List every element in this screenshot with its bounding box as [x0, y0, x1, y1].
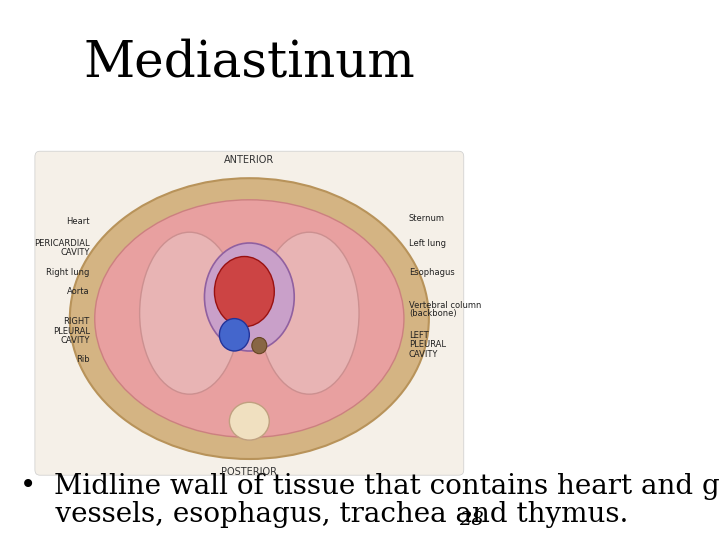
Ellipse shape — [95, 200, 404, 437]
Text: Heart: Heart — [66, 217, 90, 226]
Text: 28: 28 — [459, 511, 484, 529]
Text: (backbone): (backbone) — [409, 309, 456, 319]
Text: POSTERIOR: POSTERIOR — [221, 467, 277, 477]
Circle shape — [252, 338, 267, 354]
Text: •  Midline wall of tissue that contains heart and great: • Midline wall of tissue that contains h… — [20, 472, 720, 500]
Text: Vertebral column: Vertebral column — [409, 301, 481, 310]
Text: Rib: Rib — [76, 355, 90, 364]
Text: PERICARDIAL: PERICARDIAL — [34, 239, 90, 248]
Text: Left lung: Left lung — [409, 239, 446, 248]
Text: vessels, esophagus, trachea and thymus.: vessels, esophagus, trachea and thymus. — [20, 501, 629, 528]
Text: CAVITY: CAVITY — [409, 350, 438, 359]
FancyBboxPatch shape — [35, 151, 464, 475]
Text: Sternum: Sternum — [409, 214, 445, 224]
Text: ANTERIOR: ANTERIOR — [224, 154, 274, 165]
Ellipse shape — [215, 256, 274, 327]
Text: Mediastinum: Mediastinum — [84, 38, 415, 87]
Text: Esophagus: Esophagus — [409, 268, 454, 278]
Ellipse shape — [204, 243, 294, 351]
Text: PLEURAL: PLEURAL — [409, 340, 446, 349]
Text: RIGHT: RIGHT — [63, 317, 90, 326]
Text: CAVITY: CAVITY — [60, 336, 90, 346]
Text: LEFT: LEFT — [409, 330, 428, 340]
Text: PLEURAL: PLEURAL — [53, 327, 90, 336]
Text: Aorta: Aorta — [67, 287, 90, 296]
Ellipse shape — [259, 232, 359, 394]
Circle shape — [220, 319, 249, 351]
Text: CAVITY: CAVITY — [60, 248, 90, 258]
Text: Right lung: Right lung — [46, 268, 90, 278]
Ellipse shape — [140, 232, 239, 394]
Ellipse shape — [230, 402, 269, 440]
Ellipse shape — [70, 178, 429, 459]
